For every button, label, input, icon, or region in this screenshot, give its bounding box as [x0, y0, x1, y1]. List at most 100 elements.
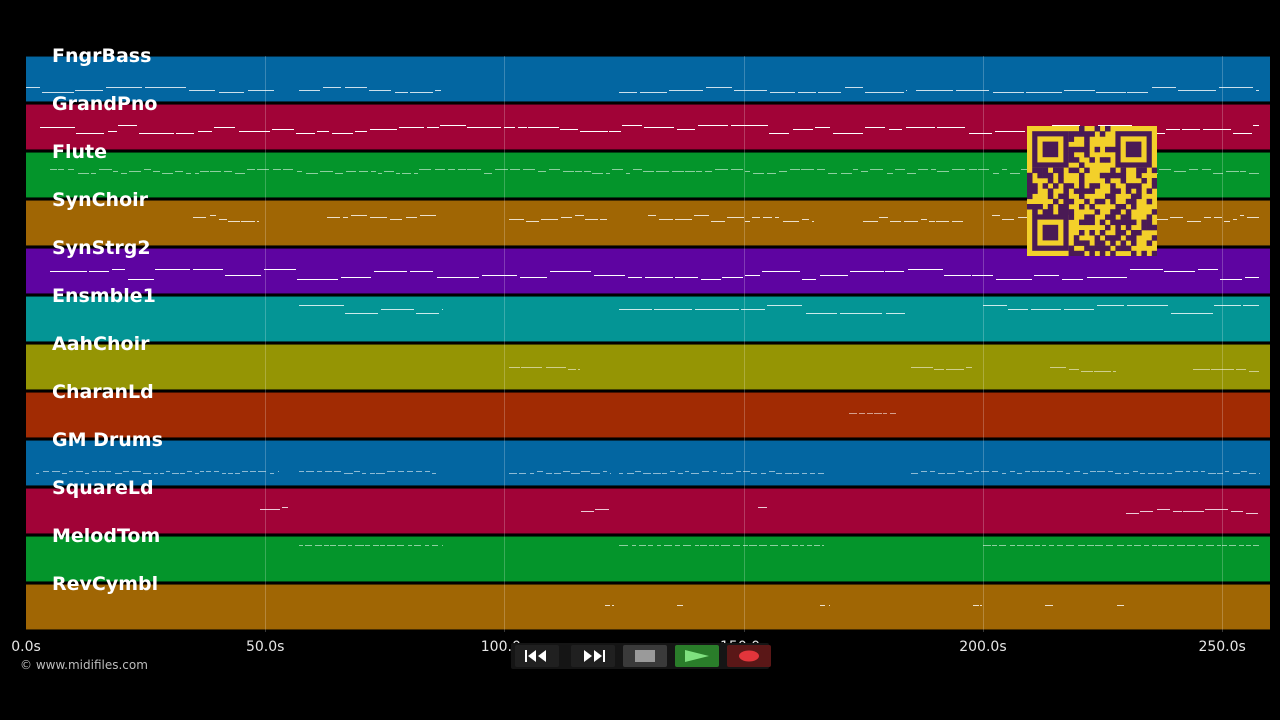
midi-note [671, 171, 685, 172]
midi-note [720, 473, 725, 474]
midi-note [585, 219, 599, 220]
midi-note [1139, 473, 1146, 474]
midi-note [120, 173, 128, 174]
midi-note [132, 471, 141, 472]
midi-note [1095, 92, 1126, 93]
midi-note [560, 217, 573, 218]
midi-note [1123, 473, 1129, 474]
midi-note [567, 369, 577, 370]
midi-note [677, 129, 695, 130]
track-squareld[interactable] [26, 488, 1270, 534]
midi-note [521, 367, 543, 368]
track-revcymbl[interactable] [26, 584, 1270, 630]
midi-note [619, 545, 628, 546]
midi-note [972, 275, 994, 276]
track-ensmble1[interactable] [26, 296, 1270, 342]
stop-button[interactable] [623, 645, 667, 667]
midi-note [426, 127, 439, 128]
record-button[interactable] [727, 645, 771, 667]
midi-note [640, 92, 667, 93]
midi-note [578, 369, 580, 370]
midi-note [143, 169, 151, 170]
midi-note [1173, 511, 1182, 512]
midi-note [946, 369, 965, 370]
midi-note [965, 473, 972, 474]
midi-note [1116, 545, 1125, 546]
midi-note [35, 473, 40, 474]
midi-note [792, 129, 814, 130]
track-notes [26, 489, 1270, 533]
midi-note [522, 169, 536, 170]
midi-note [722, 277, 744, 278]
fast-forward-button[interactable] [571, 645, 615, 667]
midi-note [1096, 305, 1124, 306]
midi-note [441, 545, 443, 546]
midi-note [980, 471, 990, 472]
midi-note [612, 605, 614, 606]
midi-note [277, 471, 279, 472]
gridline [1222, 56, 1223, 632]
play-button[interactable] [675, 645, 719, 667]
midi-note [396, 173, 401, 174]
midi-note [386, 545, 395, 546]
midi-note [798, 92, 816, 93]
fast-forward-icon [584, 650, 605, 662]
midi-note [593, 275, 625, 276]
midi-note [1148, 473, 1156, 474]
midi-note [1057, 545, 1064, 546]
track-synstrg2[interactable] [26, 248, 1270, 294]
midi-note [580, 131, 609, 132]
midi-note [466, 127, 501, 128]
midi-note [331, 133, 354, 134]
midi-note [1127, 92, 1149, 93]
track-fngrbass[interactable] [26, 56, 1270, 102]
midi-note [369, 217, 388, 218]
track-melodtom[interactable] [26, 536, 1270, 582]
midi-note [761, 473, 766, 474]
midi-note [1007, 309, 1028, 310]
midi-note [1126, 513, 1139, 514]
track-notes [26, 537, 1270, 581]
midi-note [802, 279, 817, 280]
midi-note [1225, 171, 1239, 172]
track-charanld[interactable] [26, 392, 1270, 438]
midi-note [509, 219, 524, 220]
gridline [983, 56, 984, 632]
midi-note [682, 545, 692, 546]
midi-note [298, 90, 321, 91]
midi-note [546, 473, 552, 474]
midi-note [49, 271, 87, 272]
midi-note [1205, 509, 1228, 510]
midi-note [315, 545, 322, 546]
track-notes [26, 297, 1270, 341]
midi-note [199, 471, 204, 472]
midi-note [744, 275, 761, 276]
midi-note [642, 473, 652, 474]
midi-note [415, 313, 439, 314]
midi-note [372, 545, 379, 546]
midi-note [820, 605, 826, 606]
midi-note [1065, 473, 1071, 474]
midi-note [323, 87, 342, 88]
midi-note [653, 473, 661, 474]
midi-note [745, 171, 750, 172]
time-tick-label: 0.0s [11, 639, 41, 655]
midi-note [210, 171, 221, 172]
midi-note [1086, 277, 1127, 278]
midi-note [869, 169, 883, 170]
midi-note [364, 545, 370, 546]
rewind-button[interactable] [515, 645, 559, 667]
midi-note [228, 473, 234, 474]
midi-note [779, 171, 787, 172]
midi-note [442, 309, 444, 310]
midi-note [694, 309, 739, 310]
midi-note [175, 133, 195, 134]
midi-note [801, 169, 815, 170]
midi-note [915, 90, 953, 91]
midi-note [1159, 169, 1172, 170]
midi-note [75, 90, 103, 91]
midi-note [1173, 171, 1187, 172]
track-gm-drums[interactable] [26, 440, 1270, 486]
midi-note [159, 473, 164, 474]
track-aahchoir[interactable] [26, 344, 1270, 390]
